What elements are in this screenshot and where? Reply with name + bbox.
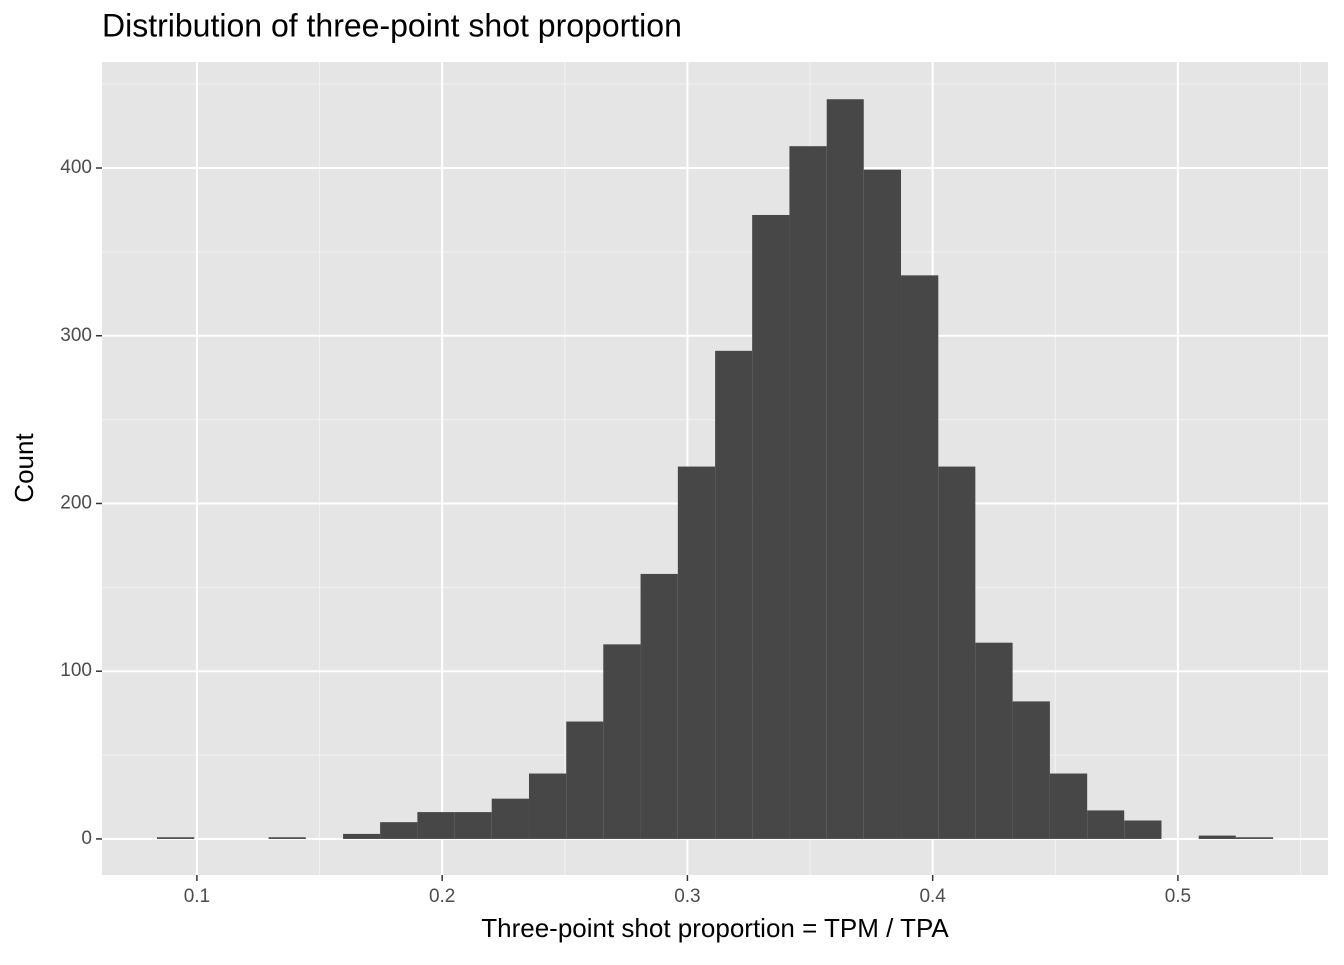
bar xyxy=(677,466,716,839)
y-tick-label: 0 xyxy=(81,828,92,849)
bar xyxy=(715,350,753,839)
y-tick-label: 100 xyxy=(60,660,92,681)
chart-title: Distribution of three-point shot proport… xyxy=(102,7,682,43)
y-tick-label: 400 xyxy=(60,157,92,178)
bar xyxy=(1235,837,1274,839)
bar xyxy=(975,642,1013,839)
x-tick-label: 0.1 xyxy=(184,886,210,907)
x-tick-label: 0.4 xyxy=(919,886,946,907)
bar xyxy=(752,214,790,839)
bar xyxy=(1087,810,1125,839)
bar xyxy=(1049,773,1088,839)
bar xyxy=(789,146,827,839)
bar xyxy=(268,837,306,839)
y-tick-label: 300 xyxy=(60,325,92,346)
bar xyxy=(491,798,529,839)
bar xyxy=(938,466,976,839)
bar xyxy=(863,169,902,839)
bar xyxy=(603,644,641,839)
y-axis-title: Count xyxy=(9,433,39,503)
x-tick-label: 0.2 xyxy=(429,886,455,907)
bar xyxy=(343,833,381,839)
bar xyxy=(380,822,418,839)
bar xyxy=(1124,820,1162,839)
bar xyxy=(454,812,492,839)
x-tick-label: 0.3 xyxy=(674,886,700,907)
bar xyxy=(1012,701,1050,839)
bar xyxy=(826,99,864,839)
y-tick-label: 200 xyxy=(60,492,92,513)
bar xyxy=(1198,835,1236,839)
bar xyxy=(566,721,604,839)
bar xyxy=(417,812,455,839)
bar xyxy=(528,773,567,839)
x-tick-label: 0.5 xyxy=(1165,886,1191,907)
bar xyxy=(640,573,678,839)
x-axis-title: Three-point shot proportion = TPM / TPA xyxy=(481,913,949,943)
bar xyxy=(156,837,195,839)
bar xyxy=(901,275,939,839)
